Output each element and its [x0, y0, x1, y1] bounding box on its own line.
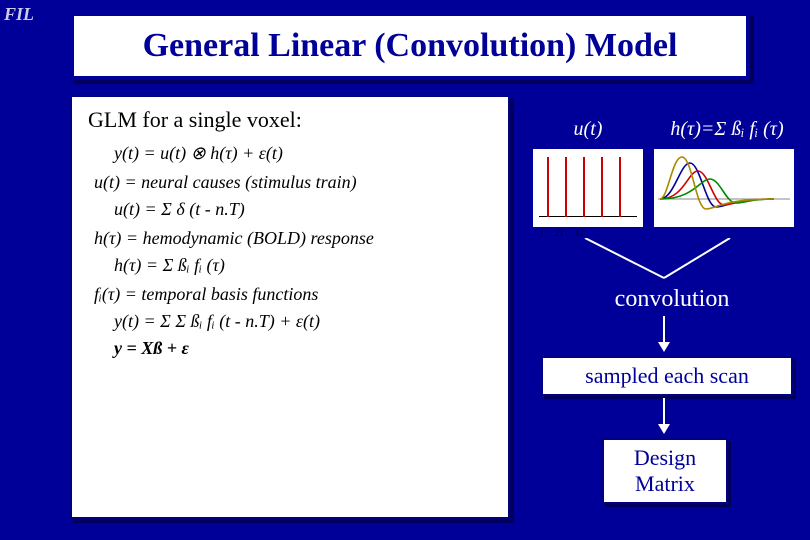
- stim-tick-label: T: [539, 228, 545, 238]
- stim-tick: [601, 157, 603, 217]
- ht-panel: h(τ)=Σ ßᵢ fᵢ (τ): [654, 118, 800, 258]
- flow-converge-icon: [530, 238, 800, 282]
- stim-tick: [583, 157, 585, 217]
- flow-design-text: Design Matrix: [634, 445, 696, 497]
- flow-arrowhead-1-icon: [658, 342, 670, 352]
- eq-ht: h(τ) = Σ ßᵢ fᵢ (τ): [114, 255, 492, 276]
- hrf-svg: [654, 149, 794, 227]
- flow-sampled-box: sampled each scan: [541, 356, 793, 396]
- stim-tick-label: 2T: [555, 228, 565, 238]
- desc-ht: h(τ) = hemodynamic (BOLD) response: [94, 228, 492, 249]
- stim-tick: [619, 157, 621, 217]
- eq-yfull: y(t) = Σ Σ ßᵢ fᵢ (t - n.T) + ε(t): [114, 311, 492, 332]
- hrf-chart: [654, 149, 794, 227]
- eq-matrix: y = Xß + ε: [114, 338, 492, 359]
- ut-label: u(t): [530, 118, 646, 141]
- stim-tick-label: …: [595, 228, 604, 238]
- stim-tick: [565, 157, 567, 217]
- flow-arrow-1-icon: [663, 316, 665, 344]
- fil-badge: FIL: [4, 4, 34, 25]
- section-heading: GLM for a single voxel:: [88, 107, 492, 133]
- flow-design-box: Design Matrix: [602, 438, 728, 504]
- flow-sampled-text: sampled each scan: [585, 363, 749, 389]
- desc-fi: fᵢ(τ) = temporal basis functions: [94, 284, 492, 305]
- desc-ut: u(t) = neural causes (stimulus train): [94, 172, 492, 193]
- ht-label: h(τ)=Σ ßᵢ fᵢ (τ): [654, 118, 800, 141]
- title-text: General Linear (Convolution) Model: [143, 27, 678, 65]
- title-box: General Linear (Convolution) Model: [70, 12, 750, 80]
- stim-axis: [539, 216, 637, 217]
- eq-main: y(t) = u(t) ⊗ h(τ) + ε(t): [114, 143, 492, 164]
- eq-ut: u(t) = Σ δ (t - n.T): [114, 199, 492, 220]
- stim-tick-label: 3T: [575, 228, 585, 238]
- stim-tick-labels: T 2T 3T …: [539, 228, 604, 238]
- main-content-box: GLM for a single voxel: y(t) = u(t) ⊗ h(…: [70, 95, 510, 519]
- flow-convolution-label: convolution: [562, 286, 782, 313]
- ut-panel: u(t) T 2T 3T …: [530, 118, 646, 258]
- stimulus-train-chart: T2T3T…: [533, 149, 643, 227]
- flow-arrowhead-2-icon: [658, 424, 670, 434]
- stim-tick: [547, 157, 549, 217]
- flow-arrow-2-icon: [663, 398, 665, 426]
